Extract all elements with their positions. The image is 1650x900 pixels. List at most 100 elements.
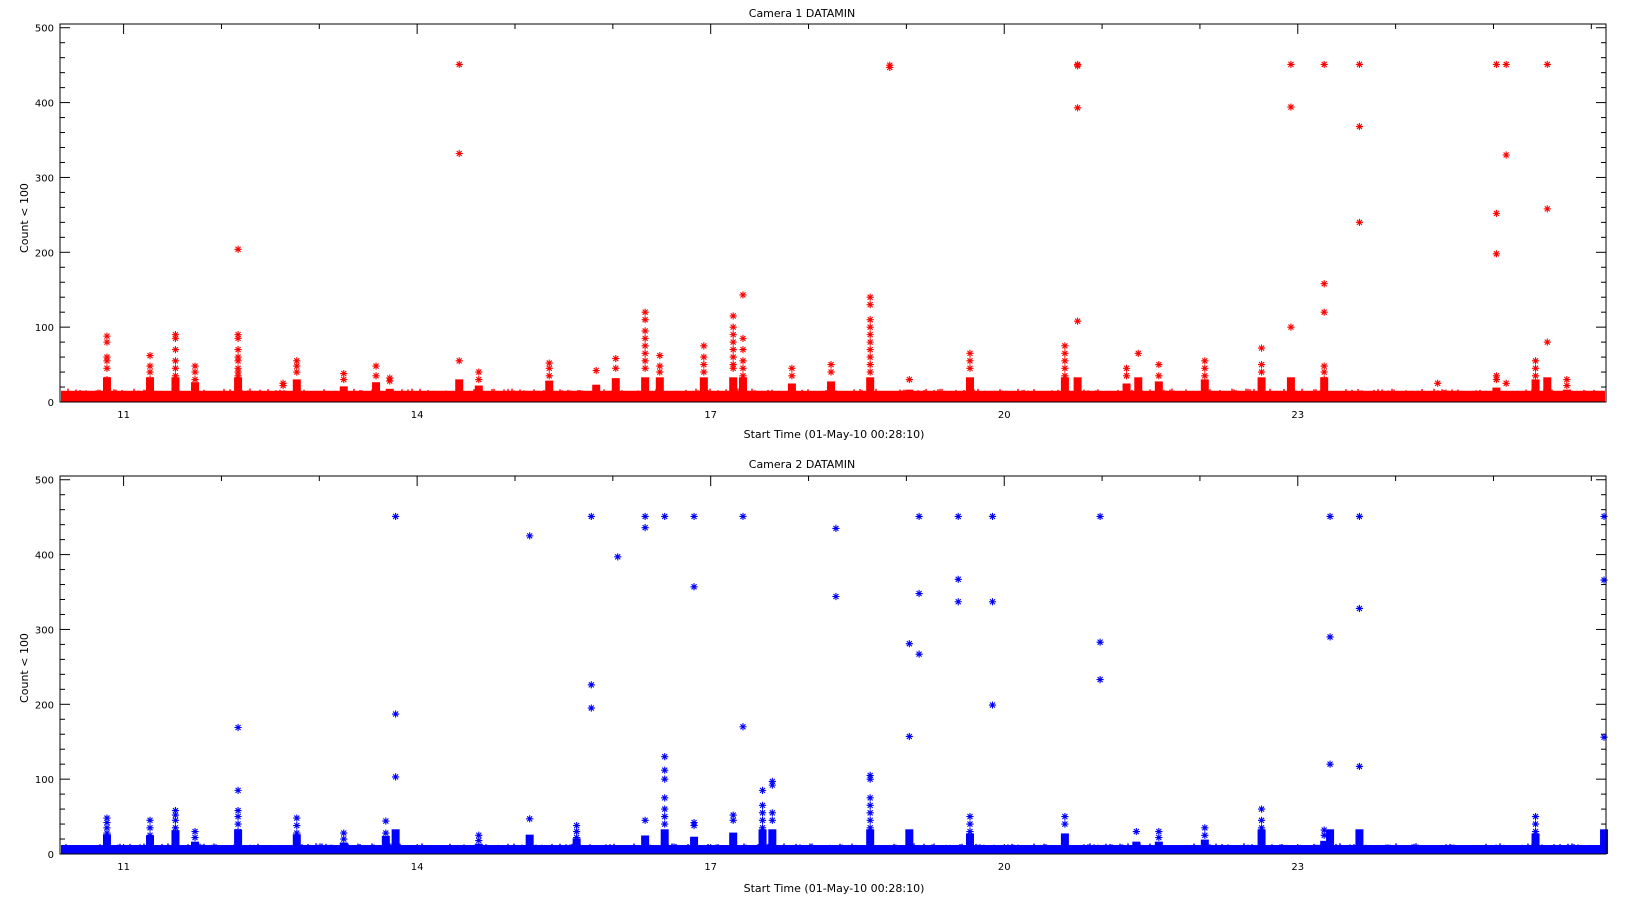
data-point: [171, 331, 180, 339]
data-point: [866, 771, 874, 780]
spike-base: [1492, 387, 1501, 402]
data-point: [103, 824, 111, 832]
data-point: [103, 375, 111, 384]
data-point: [234, 364, 242, 372]
data-point: [234, 334, 242, 342]
data-point: [1600, 512, 1608, 521]
data-point: [234, 786, 242, 794]
data-point: [392, 710, 400, 718]
spike-base: [1502, 391, 1511, 402]
data-point: [915, 589, 923, 598]
data-point: [966, 820, 974, 828]
data-point: [656, 351, 664, 360]
x-tick-label: 14: [411, 410, 424, 421]
spike-base: [699, 377, 708, 402]
data-point: [612, 354, 620, 363]
x-axis-label: Start Time (01-May-10 00:28:10): [744, 428, 925, 441]
tick-marks: [60, 24, 1606, 403]
data-point: [340, 375, 348, 384]
x-tick-label: 14: [411, 862, 424, 873]
data-point: [641, 349, 649, 357]
data-point: [954, 598, 962, 606]
data-point: [988, 701, 997, 709]
data-point: [690, 821, 698, 830]
data-point: [832, 592, 840, 601]
data-point: [729, 353, 737, 361]
data-point: [1492, 375, 1501, 384]
spike-base: [102, 377, 111, 402]
data-point: [915, 512, 923, 521]
spike-base: [1600, 829, 1609, 854]
spike-base: [592, 384, 601, 402]
y-tick-label: 0: [48, 398, 54, 409]
data-point: [234, 827, 242, 836]
spike-base: [525, 834, 534, 854]
data-point: [1201, 364, 1209, 372]
data-point: [1543, 338, 1551, 346]
data-point: [1096, 675, 1104, 684]
data-point: [788, 372, 796, 380]
baseline-band: [61, 845, 1605, 854]
data-point: [915, 650, 923, 658]
data-point: [866, 809, 874, 817]
data-point: [475, 836, 483, 845]
data-point: [171, 364, 180, 372]
data-point: [866, 775, 874, 783]
data-point: [758, 824, 767, 832]
data-point: [661, 820, 669, 828]
data-point: [1531, 812, 1540, 821]
data-point: [1061, 372, 1069, 380]
data-point: [545, 359, 553, 367]
spike-base: [234, 829, 243, 854]
data-point: [1061, 349, 1069, 357]
data-point: [966, 349, 974, 357]
spike-base: [1543, 377, 1552, 402]
data-point: [191, 375, 199, 384]
data-point: [372, 362, 380, 370]
data-point: [573, 821, 581, 830]
spike-base: [729, 832, 738, 854]
data-point: [614, 553, 622, 561]
data-point: [146, 368, 154, 376]
spike-base: [1286, 377, 1295, 402]
spike-base: [905, 829, 914, 854]
data-point: [146, 831, 154, 839]
data-point: [1257, 368, 1266, 376]
camera-2-panel: Camera 2 DATAMIN 0 100 200 300 400 500 11 14 17 2…: [18, 458, 1609, 895]
data-point: [739, 357, 747, 365]
data-point: [146, 362, 154, 370]
data-point: [191, 362, 199, 370]
spike-base: [1154, 381, 1163, 402]
data-point: [641, 524, 649, 532]
data-point: [886, 63, 894, 72]
spike-base: [1257, 829, 1266, 854]
data-point: [729, 364, 737, 372]
spike-base: [1073, 377, 1082, 402]
y-tick-label: 400: [35, 99, 54, 110]
data-point: [758, 809, 767, 817]
data-point: [866, 293, 874, 301]
data-point: [293, 829, 301, 837]
y-tick-label: 300: [35, 625, 54, 636]
data-point: [372, 372, 380, 380]
data-point: [768, 816, 776, 824]
data-point: [641, 327, 649, 335]
data-point: [1320, 375, 1328, 384]
spike-base: [866, 829, 875, 854]
spike-base: [866, 377, 875, 402]
data-point: [382, 829, 390, 837]
data-point: [1543, 205, 1551, 213]
data-point: [1531, 820, 1540, 828]
y-tick-label: 500: [35, 24, 54, 35]
spike-base: [905, 389, 914, 402]
spike-base: [641, 835, 650, 854]
data-point: [191, 833, 199, 842]
spike-base: [385, 388, 394, 402]
spike-base: [391, 829, 400, 854]
spike-base: [738, 377, 747, 402]
data-point: [729, 323, 737, 331]
data-point: [966, 357, 974, 365]
data-point: [1122, 372, 1131, 380]
x-tick-label: 20: [998, 410, 1011, 421]
